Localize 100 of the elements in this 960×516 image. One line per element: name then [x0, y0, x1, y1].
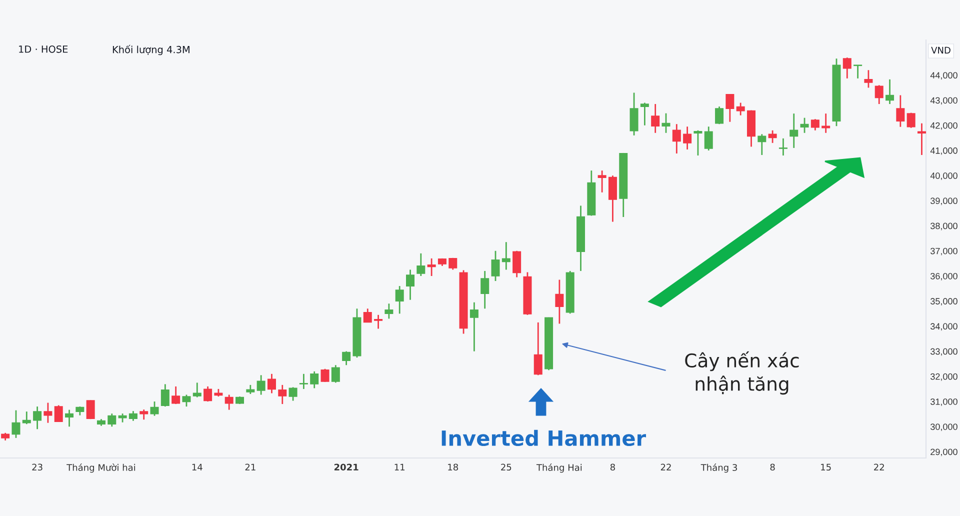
y-tick-label: 44,000: [930, 72, 958, 80]
candlestick: [726, 94, 734, 123]
y-tick-label: 40,000: [930, 172, 958, 180]
candlestick: [374, 314, 383, 330]
candlestick: [480, 270, 490, 310]
candlestick: [683, 126, 692, 150]
x-tick-label: 23: [32, 464, 42, 471]
x-tick-label: 15: [821, 464, 831, 471]
candlestick: [363, 308, 372, 324]
annotation: Inverted Hammer: [442, 430, 646, 446]
x-tick-label: 22: [874, 464, 884, 470]
x-tick-label: 8: [770, 464, 775, 471]
annotation: Cây nến xác nhận tăng: [685, 351, 799, 395]
y-tick-label: 32,000: [930, 373, 958, 381]
candlestick: [854, 64, 862, 80]
candlestick: [704, 126, 713, 152]
y-tick-label: 31,000: [930, 398, 958, 406]
candlestick: [874, 84, 884, 105]
y-tick-label: 30,000: [930, 424, 958, 432]
candlestick: [822, 112, 830, 134]
candlestick: [128, 410, 138, 422]
candlestick: [864, 69, 873, 88]
y-tick-label: 36,000: [930, 272, 958, 280]
candlestick: [470, 302, 478, 352]
candlestick: [555, 279, 564, 324]
candlestick: [192, 382, 202, 398]
candlestick: [810, 118, 820, 132]
candlestick: [140, 408, 148, 420]
candlestick: [246, 384, 255, 395]
candlestick: [630, 92, 638, 136]
candlestick: [768, 130, 777, 144]
y-tick-label: 33,000: [930, 348, 958, 356]
candlestick: [406, 269, 415, 301]
candlestick: [331, 364, 340, 384]
candlestick: [342, 350, 351, 366]
y-tick-label: 34,000: [930, 323, 958, 331]
candlestick: [598, 170, 606, 194]
x-tick-label: 8: [610, 464, 615, 471]
y-tick-label: 29,000: [930, 448, 958, 456]
candlestick: [44, 402, 52, 424]
candlestick: [886, 78, 894, 105]
candlestick: [54, 404, 63, 422]
candlestick: [267, 373, 276, 394]
candlestick: [182, 394, 191, 408]
candlestick: [427, 258, 436, 277]
candlestick: [320, 368, 330, 383]
x-tick-label: 21: [245, 464, 256, 470]
candlestick: [778, 138, 788, 156]
candlestick: [534, 322, 542, 376]
candlestick: [790, 112, 798, 149]
candlestick: [672, 123, 681, 154]
candlestick: [172, 386, 180, 405]
candlestick: [662, 112, 670, 134]
candlestick: [108, 412, 116, 428]
x-tick-label: 22: [660, 464, 671, 470]
x-tick-label: 18: [448, 464, 458, 471]
candlestick: [310, 370, 319, 389]
candlestick: [512, 250, 522, 278]
y-tick-label: 38,000: [930, 222, 958, 230]
candlestick: [640, 102, 649, 126]
candlestick: [86, 400, 95, 420]
x-tick-label: 25: [501, 464, 512, 471]
x-tick-label: 11: [394, 464, 405, 470]
x-tick-label: Tháng 3: [700, 464, 737, 473]
candlestick: [608, 174, 617, 222]
candlestick: [906, 112, 916, 129]
candlestick: [22, 410, 31, 425]
y-tick-label: 37,000: [930, 248, 958, 256]
y-axis-title: VND: [931, 46, 950, 54]
candlestick: [299, 373, 308, 390]
candlestick: [800, 117, 809, 134]
candlestick: [491, 250, 500, 282]
candlestick: [651, 103, 660, 134]
x-tick-label: Tháng Hai: [536, 464, 582, 473]
y-tick-label: 41,000: [930, 147, 958, 155]
x-tick-label: 14: [192, 464, 202, 470]
chart-title: 1D · HOSE: [19, 45, 68, 53]
candlestick: [224, 394, 234, 410]
candlestick: [758, 133, 766, 156]
candlestick: [33, 406, 42, 430]
candlestick: [288, 386, 298, 402]
candlestick: [694, 130, 702, 156]
candlestick: [395, 285, 404, 314]
candlestick: [256, 374, 266, 396]
annotation: Khối lượng 4.3M: [112, 44, 190, 56]
candlestick: [160, 383, 170, 408]
candlestick: [715, 106, 724, 125]
x-tick-label: Tháng Mười hai: [66, 464, 136, 473]
candlestick: [150, 400, 159, 417]
y-tick-label: 42,000: [930, 122, 958, 130]
candlestick: [502, 241, 510, 270]
candlestick: [416, 252, 426, 277]
candlestick: [917, 122, 926, 156]
y-tick-label: 35,000: [930, 298, 958, 306]
y-tick-label: 39,000: [930, 198, 958, 206]
candlestick: [736, 102, 745, 116]
candlestick: [896, 94, 905, 128]
candlestick: [842, 56, 852, 80]
candlestick: [204, 386, 212, 402]
y-tick-label: 43,000: [930, 97, 958, 105]
